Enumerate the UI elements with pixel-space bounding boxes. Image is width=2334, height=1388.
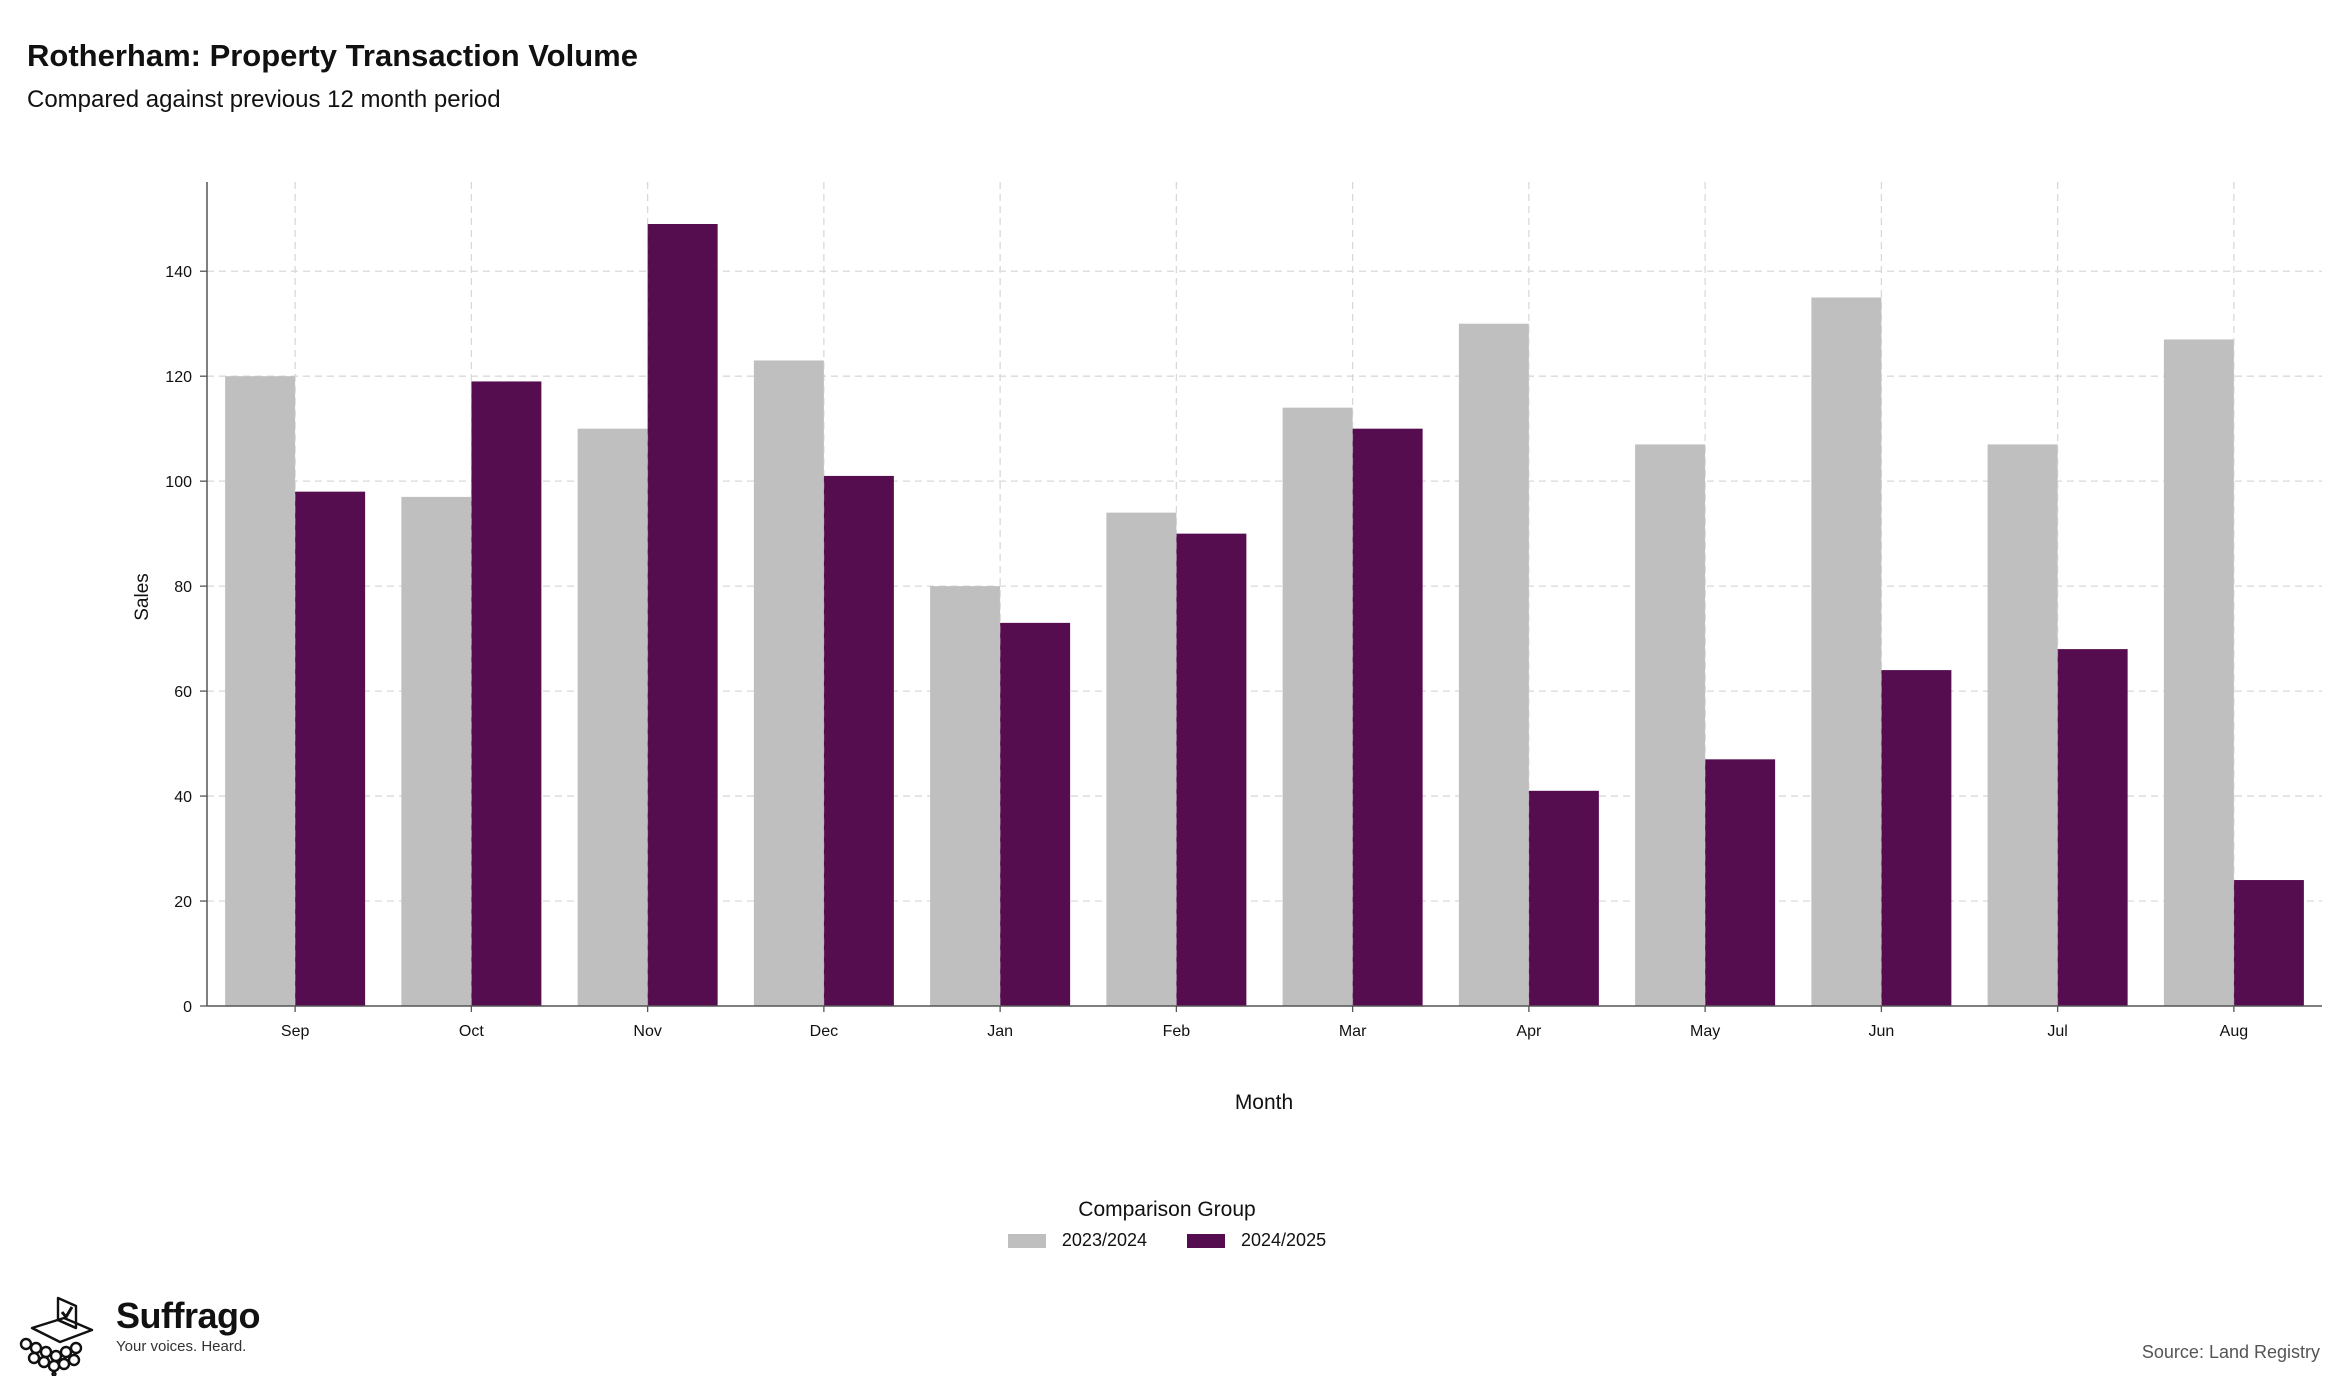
legend-label-2024-2025: 2024/2025 [1241, 1230, 1327, 1250]
bar-2023-2024-dec [753, 360, 824, 1006]
x-tick-label: Dec [810, 1023, 838, 1040]
bars [225, 182, 2304, 1007]
bar-2023-2024-aug [2163, 339, 2234, 1006]
bar-2024-2025-oct [471, 381, 542, 1007]
bar-2023-2024-nov [577, 428, 648, 1006]
x-tick-label: Jan [987, 1023, 1013, 1040]
brand-tagline: Your voices. Heard. [116, 1338, 247, 1355]
legend-title: Comparison Group [1078, 1198, 1256, 1221]
bar-2023-2024-feb [1106, 512, 1177, 1006]
y-tick-label: 60 [174, 684, 192, 701]
bar-2024-2025-jan [1000, 622, 1071, 1006]
y-tick-label: 0 [183, 999, 192, 1016]
bar-2023-2024-jul [1987, 444, 2058, 1006]
y-tick-label: 140 [165, 264, 192, 281]
bar-2024-2025-nov [647, 223, 718, 1007]
y-tick-label: 80 [174, 579, 192, 596]
x-tick-label: Jul [2047, 1023, 2067, 1040]
x-tick-label: Jun [1868, 1023, 1894, 1040]
bar-2024-2025-apr [1528, 790, 1599, 1006]
legend-label-2023-2024: 2023/2024 [1061, 1230, 1147, 1250]
chart-subtitle: Compared against previous 12 month perio… [27, 86, 501, 113]
bar-2024-2025-may [1705, 759, 1776, 1006]
x-tick-label: Apr [1516, 1023, 1542, 1040]
legend-swatch-2023-2024 [1007, 1233, 1046, 1248]
source-note: Source: Land Registry [2141, 1342, 2320, 1362]
ballot-box-icon [19, 1296, 94, 1376]
x-tick-label: Nov [633, 1023, 661, 1040]
bar-2024-2025-dec [823, 475, 894, 1006]
axes: 0 20 40 60 80 100 120 140 Sep Oct Nov Dec Jan Feb Mar A… [165, 182, 2322, 1040]
y-axis-label: Sales [132, 573, 153, 621]
x-tick-label: Feb [1163, 1023, 1191, 1040]
chart-title: Rotherham: Property Transaction Volume [27, 38, 638, 73]
x-tick-label: Oct [459, 1023, 484, 1040]
brand-logo: Suffrago Your voices. Heard. [14, 1292, 261, 1376]
bar-2024-2025-mar [1352, 428, 1423, 1006]
bar-2023-2024-apr [1458, 323, 1529, 1006]
x-tick-label: Sep [281, 1023, 310, 1040]
legend-swatch-2024-2025 [1187, 1233, 1225, 1248]
bar-2023-2024-may [1635, 444, 1706, 1006]
bar-2024-2025-feb [1176, 533, 1247, 1006]
y-tick-label: 120 [165, 369, 192, 386]
bar-2023-2024-jun [1811, 297, 1882, 1006]
legend-item-2023-2024: 2023/2024 [1007, 1230, 1147, 1251]
bar-2023-2024-sep [225, 376, 296, 1007]
x-tick-label: Mar [1339, 1023, 1367, 1040]
legend-item-2024-2025: 2024/2025 [1187, 1230, 1326, 1251]
bar-2024-2025-jun [1881, 670, 1952, 1006]
y-tick-label: 20 [174, 894, 192, 911]
bar-2023-2024-oct [401, 496, 472, 1006]
bar-2024-2025-sep [295, 491, 366, 1007]
bar-2024-2025-aug [2233, 880, 2304, 1006]
y-tick-label: 40 [174, 789, 192, 806]
bar-2023-2024-mar [1282, 407, 1353, 1006]
x-axis-label: Month [1235, 1091, 1293, 1114]
x-tick-label: May [1690, 1023, 1720, 1040]
brand-name: Suffrago [116, 1295, 261, 1336]
bar-chart: 0 20 40 60 80 100 120 140 Sep Oct Nov Dec Jan Feb Mar A… [132, 182, 2322, 1114]
y-tick-label: 100 [165, 474, 192, 491]
legend: Comparison Group 2023/2024 2024/2025 [0, 1198, 2334, 1253]
legend-items: 2023/2024 2024/2025 [1007, 1230, 1326, 1251]
bar-2024-2025-jul [2057, 649, 2128, 1006]
bar-2023-2024-jan [930, 586, 1001, 1006]
x-tick-label: Aug [2220, 1023, 2248, 1040]
